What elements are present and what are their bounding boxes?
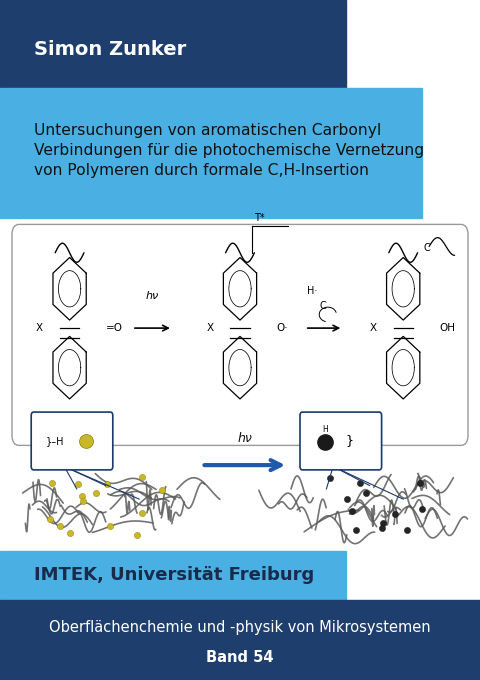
Bar — [0, 0, 346, 99]
Text: Simon Zunker: Simon Zunker — [34, 40, 186, 58]
Text: X: X — [36, 323, 43, 333]
Text: X: X — [206, 323, 214, 333]
Text: C: C — [423, 243, 430, 254]
FancyBboxPatch shape — [12, 224, 468, 445]
Bar — [0, 600, 480, 680]
Text: Oberflächenchemie und -physik von Mikrosystemen: Oberflächenchemie und -physik von Mikros… — [49, 620, 431, 635]
FancyBboxPatch shape — [300, 412, 382, 470]
Text: =O: =O — [106, 323, 122, 333]
Text: hν: hν — [146, 291, 159, 301]
Text: }: } — [346, 435, 354, 447]
FancyBboxPatch shape — [31, 412, 113, 470]
Bar — [0, 551, 346, 600]
Text: O·: O· — [276, 323, 288, 333]
Text: Band 54: Band 54 — [206, 650, 274, 665]
Text: H·: H· — [307, 286, 318, 296]
Text: C: C — [319, 301, 326, 311]
Text: IMTEK, Universität Freiburg: IMTEK, Universität Freiburg — [34, 566, 314, 584]
Text: Untersuchungen von aromatischen Carbonyl
Verbindungen für die photochemische Ver: Untersuchungen von aromatischen Carbonyl… — [34, 122, 424, 178]
Text: H: H — [323, 425, 328, 435]
Text: X: X — [370, 323, 377, 333]
Bar — [0, 88, 422, 218]
Text: T*: T* — [254, 213, 265, 223]
Text: hν: hν — [238, 432, 252, 445]
Text: OH: OH — [439, 323, 455, 333]
Text: }–H: }–H — [46, 436, 64, 446]
